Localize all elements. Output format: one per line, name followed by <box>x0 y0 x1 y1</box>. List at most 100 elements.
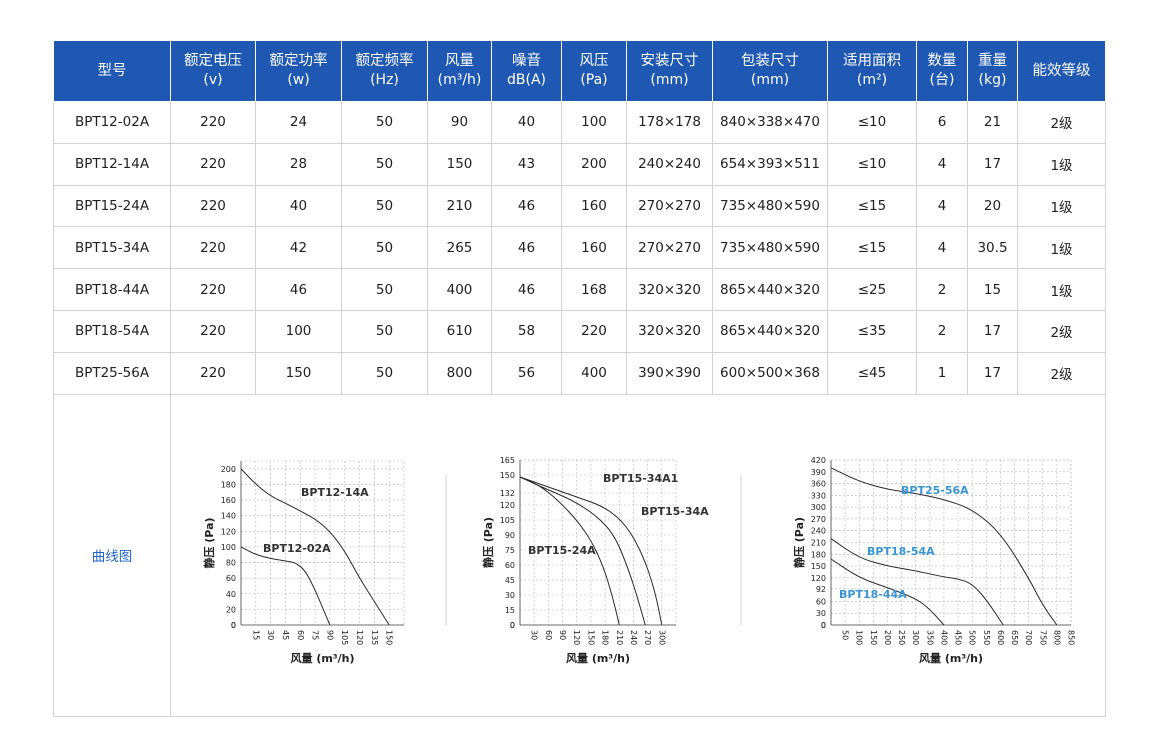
table-cell: 17 <box>967 351 1018 395</box>
table-cell: 865×440×320 <box>712 268 828 312</box>
header-11: 重量 (kg) <box>967 40 1018 102</box>
table-cell: 220 <box>561 310 627 353</box>
y-tick-label: 420 <box>811 456 826 465</box>
header-title: 额定频率 <box>355 53 414 69</box>
x-tick-label: 550 <box>982 630 991 645</box>
y-axis-label: 静压 (Pa) <box>481 517 495 568</box>
y-tick-label: 60 <box>816 597 826 606</box>
table-cell: 265 <box>427 226 492 270</box>
curve-chart-3: 0 30 60 92 120 150 180 210 240 270 300 330 360 390 420… <box>792 456 1076 665</box>
x-tick-label: 60 <box>544 630 553 640</box>
series-label: BPT15-34A1 <box>603 472 678 485</box>
y-tick-label: 60 <box>505 561 515 570</box>
table-cell: 2 <box>916 310 968 353</box>
header-2: 额定功率 (w) <box>255 40 342 102</box>
x-tick-label: 450 <box>954 630 963 645</box>
table-cell: 1级 <box>1017 226 1106 270</box>
table-cell: 28 <box>255 142 342 186</box>
table-cell: 42 <box>255 226 342 270</box>
table-cell: 220 <box>170 351 256 395</box>
header-title: 适用面积 <box>843 53 901 69</box>
header-title: 重量 <box>978 53 1007 69</box>
table-cell: 1 <box>916 351 968 395</box>
table-cell: 200 <box>561 142 627 186</box>
header-title: 额定功率 <box>269 53 328 69</box>
x-tick-label: 250 <box>897 630 906 645</box>
y-tick-label: 90 <box>505 531 515 540</box>
header-title: 数量 <box>927 53 957 69</box>
curve-row: 曲线图 0 20 40 60 80 100 120 140 160 180 200 15 30 45 60 7… <box>53 393 1106 718</box>
x-tick-label: 135 <box>370 630 379 645</box>
plot-frame <box>519 459 677 625</box>
table-cell: 220 <box>170 268 256 312</box>
table-cell: 220 <box>170 310 256 353</box>
table-cell: BPT15-24A <box>53 184 171 228</box>
series-line <box>240 546 331 625</box>
y-tick-label: 0 <box>231 621 236 630</box>
header-8: 包装尺寸 (mm) <box>712 40 828 102</box>
y-tick-label: 45 <box>505 576 515 585</box>
x-axis-label: 风量 (m³/h) <box>566 651 630 665</box>
y-tick-label: 390 <box>811 467 826 476</box>
table-cell: 390×390 <box>626 351 713 395</box>
table-row: BPT15-24A 220 40 50 210 46 160 270×270 735×480×5… <box>53 184 1106 228</box>
table-cell: 735×480×590 <box>712 184 828 228</box>
x-tick-label: 90 <box>558 630 567 640</box>
y-tick-label: 30 <box>505 591 515 600</box>
header-title: 风量 <box>445 53 474 69</box>
table-cell: 220 <box>170 142 256 186</box>
y-tick-label: 80 <box>226 558 236 567</box>
series-label: BPT12-14A <box>301 486 369 499</box>
table-cell: ≤25 <box>827 268 917 312</box>
table-cell: 46 <box>491 184 562 228</box>
table-row: BPT18-44A 220 46 50 400 46 168 320×320 865×440×3… <box>53 268 1106 312</box>
table-cell: BPT18-44A <box>53 268 171 312</box>
x-tick-label: 240 <box>629 630 638 645</box>
origin-label: 0 <box>821 621 826 630</box>
x-tick-label: 105 <box>340 630 349 645</box>
curve-charts-cell: 0 20 40 60 80 100 120 140 160 180 200 15 30 45 60 75 90 1… <box>170 393 1106 718</box>
y-tick-label: 30 <box>816 609 826 618</box>
table-cell: ≤35 <box>827 310 917 353</box>
header-unit: (m³/h) <box>437 72 482 88</box>
table-cell: 865×440×320 <box>712 310 828 353</box>
x-tick-label: 150 <box>385 630 394 645</box>
header-title: 包装尺寸 <box>741 53 799 69</box>
y-tick-label: 160 <box>221 496 236 505</box>
curve-label-cell: 曲线图 <box>53 393 171 718</box>
table-cell: 220 <box>170 226 256 270</box>
table-cell: 270×270 <box>626 226 713 270</box>
table-cell: 610 <box>427 310 492 353</box>
table-cell: ≤10 <box>827 142 917 186</box>
origin-label: 0 <box>231 621 236 630</box>
header-unit: (kg) <box>978 72 1007 88</box>
series-label: BPT15-24A <box>528 544 596 557</box>
series-line <box>240 468 390 625</box>
y-tick-label: 150 <box>811 562 826 571</box>
x-tick-label: 45 <box>281 630 290 640</box>
header-title: 风压 <box>579 53 609 69</box>
table-cell: 160 <box>561 184 627 228</box>
table-cell: BPT18-54A <box>53 310 171 353</box>
table-cell: BPT12-14A <box>53 142 171 186</box>
y-tick-label: 0 <box>821 621 826 630</box>
table-cell: 2级 <box>1017 351 1106 395</box>
table-cell: 2 <box>916 268 968 312</box>
x-tick-label: 100 <box>855 630 864 645</box>
x-tick-label: 60 <box>296 630 305 640</box>
table-cell: 17 <box>967 310 1018 353</box>
x-tick-label: 800 <box>1052 630 1061 645</box>
table-cell: 150 <box>427 142 492 186</box>
table-cell: 56 <box>491 351 562 395</box>
y-tick-label: 105 <box>500 516 515 525</box>
table-row: BPT18-54A 220 100 50 610 58 220 320×320 865×440×… <box>53 310 1106 353</box>
table-cell: ≤45 <box>827 351 917 395</box>
header-title: 额定电压 <box>184 53 242 69</box>
series-label: BPT15-34A <box>641 505 709 518</box>
table-row: BPT25-56A 220 150 50 800 56 400 390×390 600×500×… <box>53 351 1106 395</box>
x-tick-label: 75 <box>311 630 320 640</box>
table-cell: 15 <box>967 268 1018 312</box>
x-axis-label: 风量 (m³/h) <box>290 651 354 665</box>
x-tick-label: 350 <box>925 630 934 645</box>
header-row: 型号 额定电压 (v) 额定功率 (w) 额定频率 (Hz) 风量 (m³/h) 噪音 dB(A) 风… <box>53 40 1106 102</box>
